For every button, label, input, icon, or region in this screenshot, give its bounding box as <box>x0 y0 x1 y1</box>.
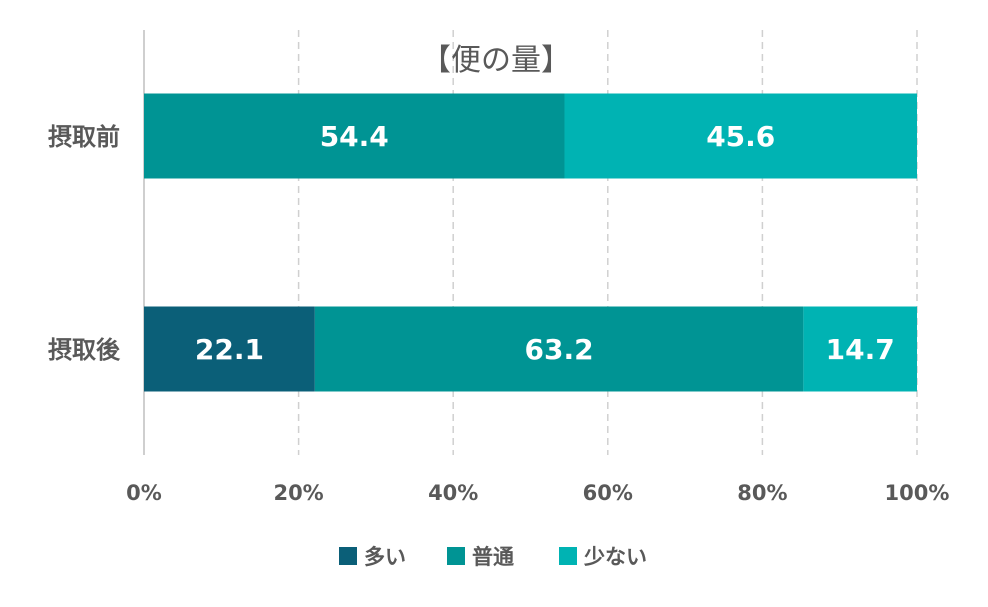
bar-segment <box>314 306 804 392</box>
chart-title: 【便の量】 <box>421 43 571 78</box>
x-axis-tick-labels: 0% 20% 40% 60% 80% 100% <box>126 481 949 505</box>
legend-swatch <box>339 547 357 565</box>
data-label: 14.7 <box>826 333 895 366</box>
data-label: 63.2 <box>525 333 594 366</box>
x-tick-label: 100% <box>885 481 950 505</box>
x-tick-label: 20% <box>273 481 323 505</box>
legend-label: 多い <box>364 545 406 569</box>
x-tick-label: 80% <box>737 481 787 505</box>
data-label: 45.6 <box>706 120 775 153</box>
category-label: 摂取前 <box>48 123 120 151</box>
legend-swatch <box>559 547 577 565</box>
bar-segment <box>803 306 917 392</box>
legend: 多い 普通 少ない <box>339 545 647 569</box>
legend-swatch <box>447 547 465 565</box>
x-tick-label: 60% <box>583 481 633 505</box>
legend-label: 少ない <box>583 545 647 569</box>
bars-layer: 54.4 45.6 22.1 63.2 14.7 <box>144 93 917 392</box>
bar-segment <box>144 93 565 179</box>
category-label: 摂取後 <box>48 336 121 364</box>
bar-segment <box>144 306 315 392</box>
x-tick-label: 0% <box>126 481 162 505</box>
data-label: 22.1 <box>195 333 264 366</box>
legend-label: 普通 <box>472 545 514 569</box>
bar-segment <box>564 93 917 179</box>
x-tick-label: 40% <box>428 481 478 505</box>
data-label: 54.4 <box>320 120 389 153</box>
